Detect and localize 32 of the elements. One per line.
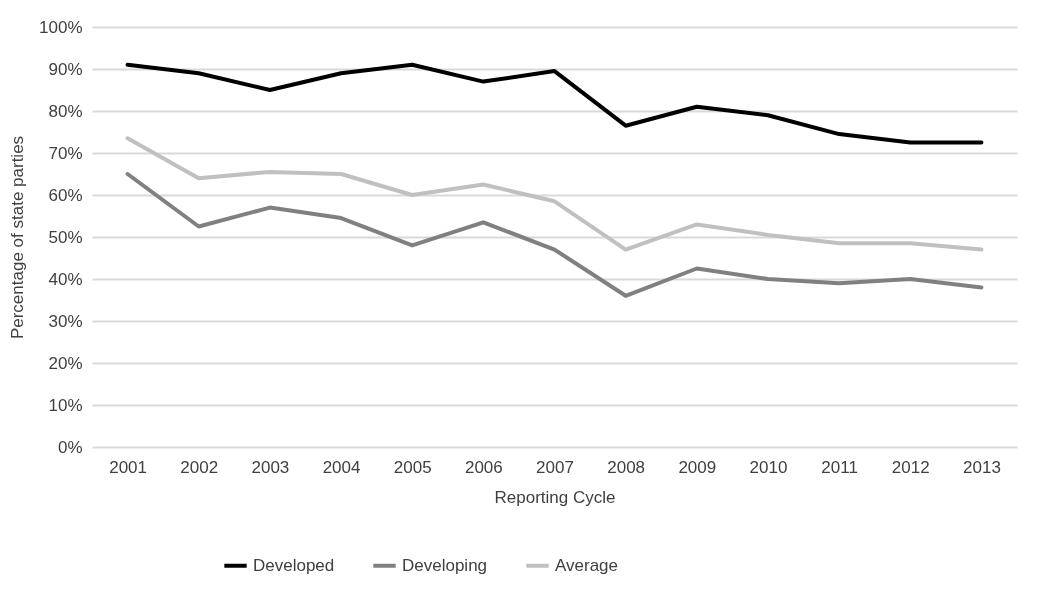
- x-axis-title: Reporting Cycle: [494, 487, 616, 507]
- y-axis-title: Percentage of state parties: [8, 135, 28, 340]
- x-tick-label: 2007: [536, 457, 574, 477]
- x-tick-label: 2001: [109, 457, 147, 477]
- y-tick-label: 80%: [48, 101, 83, 121]
- y-tick-label: 40%: [48, 269, 83, 289]
- line-series: [125, 172, 984, 298]
- y-tick-label: 50%: [48, 227, 83, 247]
- x-tick-label: 2013: [963, 457, 1001, 477]
- y-tick-label: 90%: [48, 59, 83, 79]
- y-tick-label: 20%: [48, 353, 83, 373]
- y-tick-label: 70%: [48, 143, 83, 163]
- y-tick-label: 0%: [57, 437, 83, 457]
- x-tick-label: 2010: [749, 457, 788, 477]
- legend-label: Developed: [253, 555, 335, 575]
- x-tick-label: 2005: [393, 457, 432, 477]
- y-tick-label: 60%: [48, 185, 83, 205]
- line-series: [125, 62, 984, 145]
- y-tick-label: 100%: [39, 17, 83, 37]
- x-tick-label: 2012: [891, 457, 930, 477]
- legend-label: Developing: [402, 555, 488, 575]
- x-tick-label: 2009: [678, 457, 717, 477]
- x-tick-label: 2011: [821, 457, 858, 477]
- x-tick-label: 2008: [607, 457, 646, 477]
- y-tick-label: 10%: [48, 395, 83, 415]
- x-tick-label: 2002: [180, 457, 219, 477]
- x-tick-label: 2003: [251, 457, 290, 477]
- legend-label: Average: [555, 555, 619, 575]
- line-series: [125, 136, 984, 252]
- x-tick-label: 2006: [464, 457, 503, 477]
- x-tick-label: 2004: [322, 457, 361, 477]
- y-tick-label: 30%: [48, 311, 83, 331]
